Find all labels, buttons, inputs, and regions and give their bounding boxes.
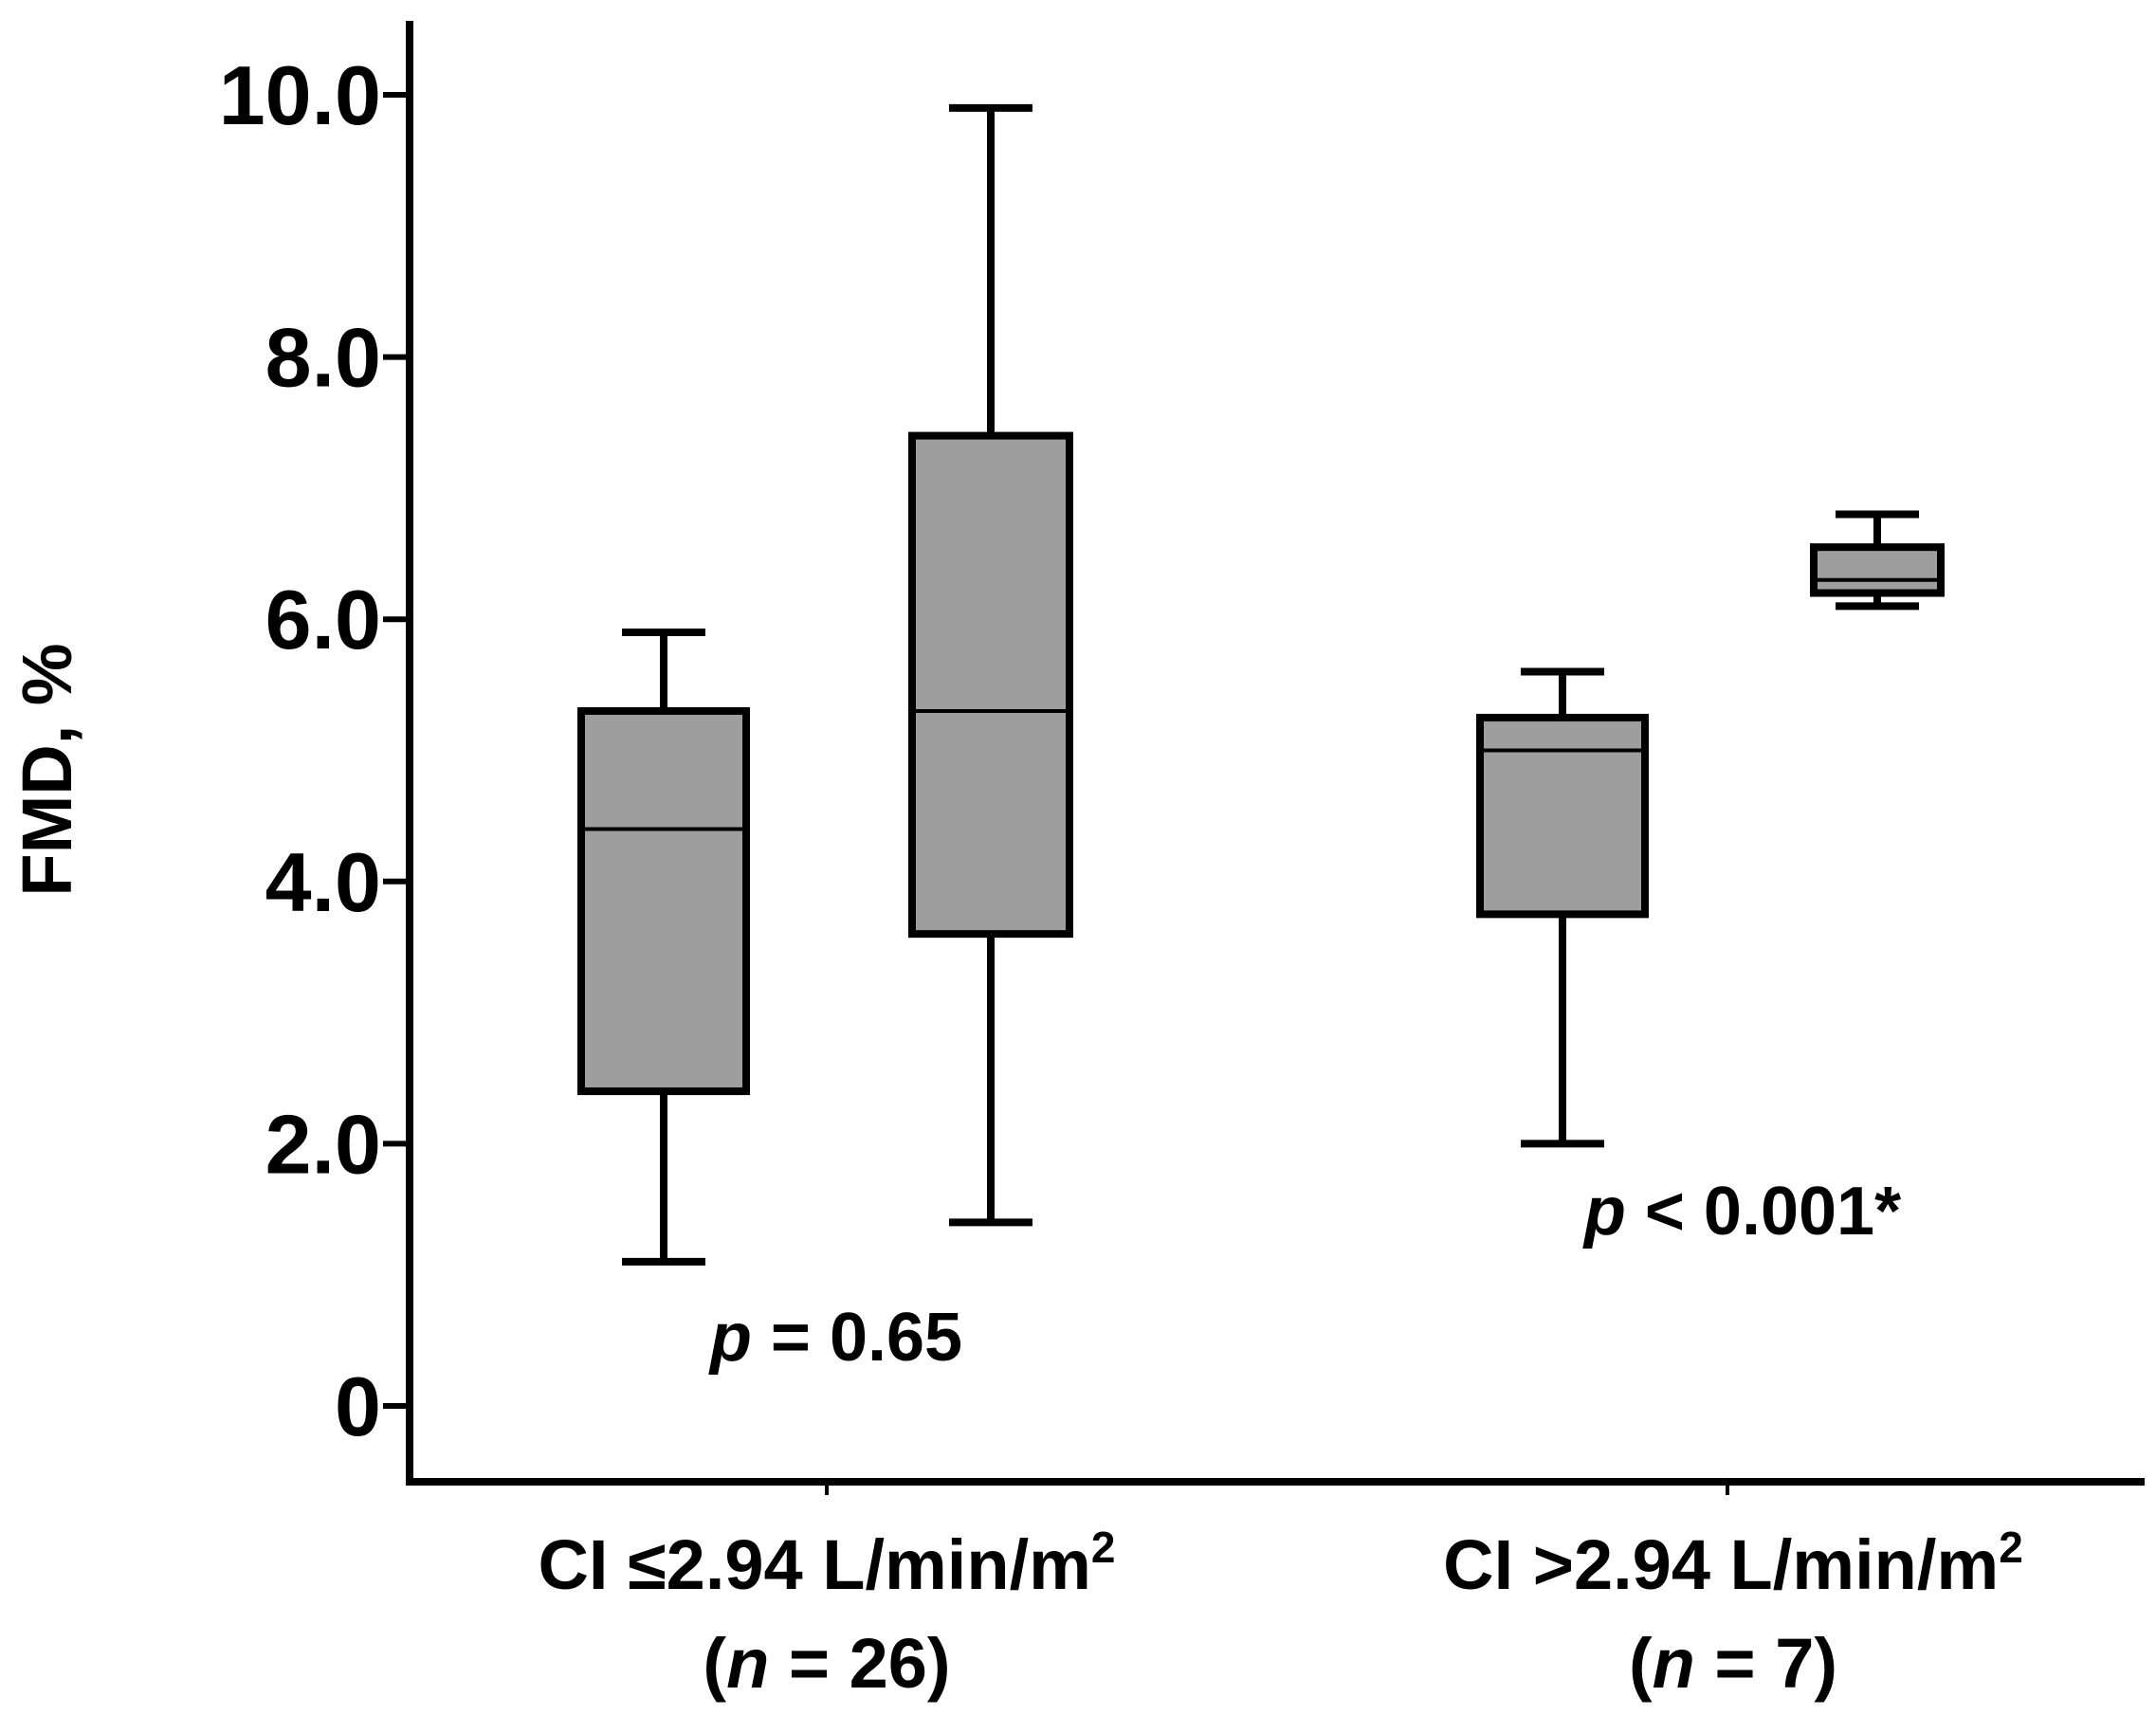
group-1-n: (n = 26) (703, 1624, 950, 1703)
axes (406, 21, 2145, 1495)
y-tick-label: 2.0 (265, 1097, 381, 1191)
iqr-box (1810, 543, 1945, 597)
group-1-p-value: p = 0.65 (708, 1300, 962, 1376)
box-group2-1 (1476, 667, 1649, 1148)
y-tick-label: 0 (335, 1359, 381, 1453)
box-group2-2 (1810, 510, 1945, 611)
box-plot-marks (577, 103, 1945, 1266)
group-1-label: CI ≤2.94 L/min/m2 (538, 1523, 1115, 1604)
box-group1-2 (908, 103, 1073, 1227)
box-group1-1 (577, 629, 750, 1266)
group-2-label: CI >2.94 L/min/m2 (1443, 1523, 2023, 1604)
iqr-box (1476, 713, 1649, 919)
y-tick-label: 4.0 (265, 835, 381, 929)
y-axis-label: FMD, % (8, 643, 86, 896)
group-2-p-value: p < 0.001* (1582, 1174, 1901, 1250)
y-axis-ticks: 0 2.0 4.0 6.0 8.0 10.0 (219, 48, 410, 1453)
group-2-n: (n = 7) (1629, 1624, 1837, 1703)
iqr-box (577, 707, 750, 1096)
y-tick-label: 8.0 (265, 311, 381, 405)
y-tick-label: 6.0 (265, 573, 381, 666)
iqr-box (908, 431, 1073, 939)
y-tick-label: 10.0 (219, 48, 381, 142)
